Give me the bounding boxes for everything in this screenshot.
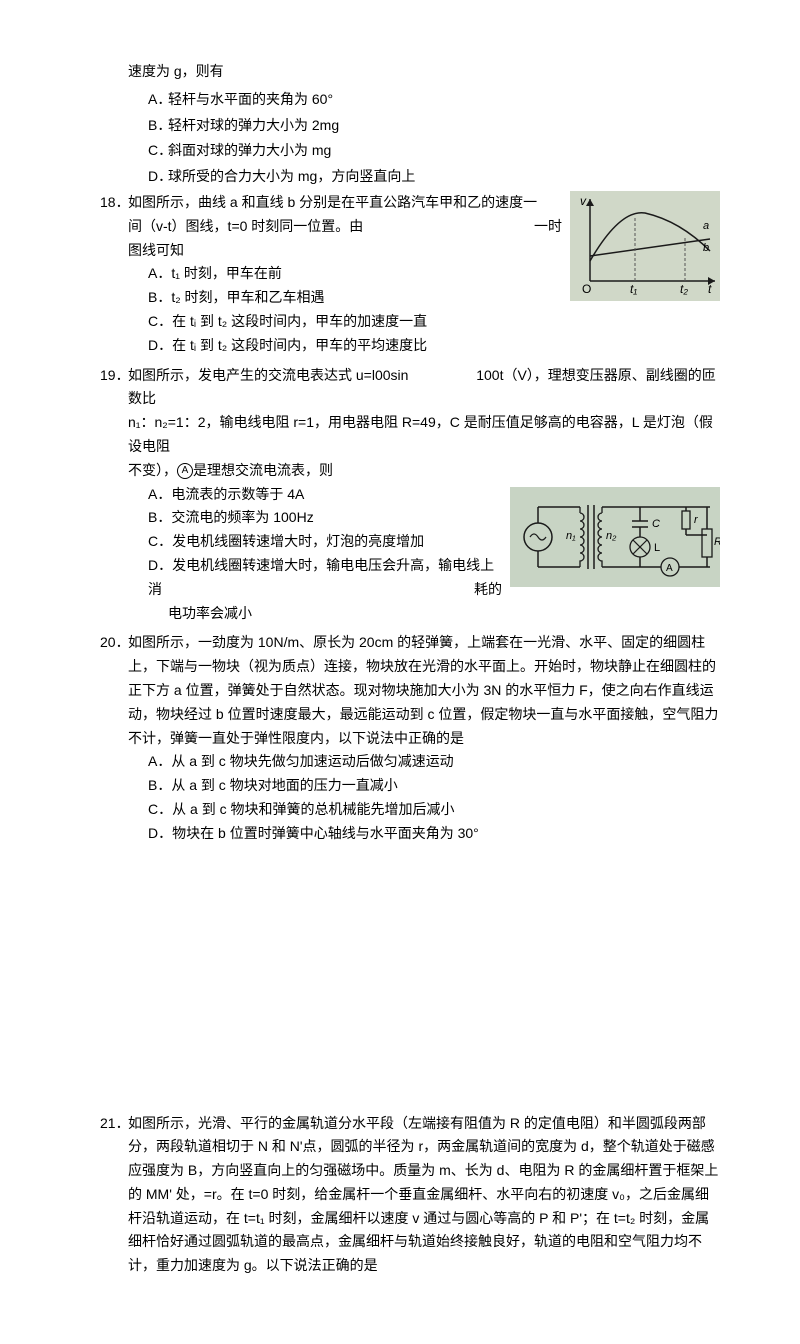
option-label: C．	[148, 801, 172, 817]
vt-graph: v t O t₁ t₂ a b	[570, 191, 720, 301]
option-text: 在 tᵢ 到 t₂ 这段时间内，甲车的平均速度比	[172, 337, 427, 353]
option-label: A．	[148, 486, 171, 502]
q19-stem1: 如图所示，发电产生的交流电表达式 u=l00sin	[128, 367, 408, 383]
option-text: 在 tᵢ 到 t₂ 这段时间内，甲车的加速度一直	[172, 313, 427, 329]
q19-stem2: n₁：n₂=1：2，输电线电阻 r=1，用电器电阻 R=49，C 是耐压值足够高…	[128, 411, 720, 459]
option-text: 发电机线圈转速增大时，输电电压会升高，输电线上消	[148, 557, 494, 597]
label-t1: t₁	[630, 282, 637, 296]
option-label: D．	[148, 337, 172, 353]
option-text: t₂ 时刻，甲车和乙车相遇	[171, 289, 324, 305]
option-label: C．	[148, 139, 168, 163]
preamble-option-b: B．轻杆对球的弹力大小为 2mg	[148, 114, 720, 138]
label-ammeter: A	[666, 563, 673, 574]
option-text: 发电机线圈转速增大时，灯泡的亮度增加	[172, 533, 424, 549]
question-21: 21． 如图所示，光滑、平行的金属轨道分水平段（左端接有阻值为 R 的定值电阻）…	[100, 1112, 720, 1279]
option-label: C．	[148, 313, 172, 329]
label-o: O	[582, 282, 591, 296]
option-label: C．	[148, 533, 172, 549]
label-c: C	[652, 518, 660, 530]
option-label: B．	[148, 509, 171, 525]
option-text: 从 a 到 c 物块和弹簧的总机械能先增加后减小	[172, 801, 454, 817]
option-text: 从 a 到 c 物块先做匀加速运动后做匀减速运动	[171, 753, 453, 769]
question-20: 20． 如图所示，一劲度为 10N/m、原长为 20cm 的轻弹簧，上端套在一光…	[100, 631, 720, 845]
circled-a-icon: A	[177, 463, 193, 479]
option-label: B．	[148, 114, 168, 138]
option-text: 斜面对球的弹力大小为 mg	[168, 142, 331, 158]
preamble-option-a: A．轻杆与水平面的夹角为 60°	[148, 88, 720, 112]
q19-option-d2: 电功率会减小	[168, 602, 720, 626]
question-number: 18．	[100, 191, 128, 215]
option-label: D．	[148, 165, 168, 189]
label-big-r: R	[714, 536, 720, 548]
q19-d-tail: 耗的	[474, 578, 502, 602]
graph-bg	[570, 191, 720, 301]
blank-space	[100, 852, 720, 1112]
q21-stem: 如图所示，光滑、平行的金属轨道分水平段（左端接有阻值为 R 的定值电阻）和半圆弧…	[128, 1112, 720, 1279]
q20-stem: 如图所示，一劲度为 10N/m、原长为 20cm 的轻弹簧，上端套在一光滑、水平…	[128, 631, 720, 750]
q20-option-d: D．物块在 b 位置时弹簧中心轴线与水平面夹角为 30°	[148, 822, 720, 846]
preamble-option-c: C．斜面对球的弹力大小为 mg	[148, 139, 720, 163]
option-text: t₁ 时刻，甲车在前	[171, 265, 282, 281]
preamble-line: 速度为 g，则有	[128, 60, 720, 84]
q19-stem3b: 是理想交流电流表，则	[193, 462, 333, 478]
q18-option-c: C．在 tᵢ 到 t₂ 这段时间内，甲车的加速度一直	[148, 310, 720, 334]
q18-option-d: D．在 tᵢ 到 t₂ 这段时间内，甲车的平均速度比	[148, 334, 720, 358]
q20-option-a: A．从 a 到 c 物块先做匀加速运动后做匀减速运动	[148, 750, 720, 774]
q20-option-b: B．从 a 到 c 物块对地面的压力一直减小	[148, 774, 720, 798]
q18-stem1-tail: 一时	[534, 215, 562, 239]
option-label: B．	[148, 777, 171, 793]
label-v: v	[580, 194, 587, 208]
option-label: D．	[148, 825, 172, 841]
option-label: A．	[148, 265, 171, 281]
label-n2: n₂	[606, 530, 617, 542]
option-label: A．	[148, 753, 171, 769]
label-a: a	[703, 220, 709, 232]
option-label: A．	[148, 88, 168, 112]
option-text: 从 a 到 c 物块对地面的压力一直减小	[171, 777, 397, 793]
question-number: 19．	[100, 364, 128, 388]
option-label: B．	[148, 289, 171, 305]
option-text: 轻杆与水平面的夹角为 60°	[168, 91, 333, 107]
q20-option-c: C．从 a 到 c 物块和弹簧的总机械能先增加后减小	[148, 798, 720, 822]
label-n1: n₁	[566, 530, 576, 542]
option-text: 交流电的频率为 100Hz	[171, 509, 313, 525]
question-18: 18． v t O t₁ t₂ a b 如图所示，曲线 a 和直	[100, 191, 720, 358]
option-label: D．	[148, 557, 172, 573]
circuit-diagram: n₁ n₂ r C L	[510, 487, 720, 587]
q19-stem3a: 不变），	[128, 462, 177, 478]
q18-stem1: 如图所示，曲线 a 和直线 b 分别是在平直公路汽车甲和乙的速度一	[128, 194, 537, 210]
label-t2: t₂	[680, 282, 688, 296]
option-text: 电流表的示数等于 4A	[171, 486, 304, 502]
label-b: b	[703, 242, 709, 254]
preamble-option-d: D．球所受的合力大小为 mg，方向竖直向上	[148, 165, 720, 189]
option-text: 轻杆对球的弹力大小为 2mg	[168, 117, 339, 133]
label-l: L	[654, 542, 660, 554]
option-text: 物块在 b 位置时弹簧中心轴线与水平面夹角为 30°	[172, 825, 479, 841]
question-number: 20．	[100, 631, 128, 655]
question-19: 19． 如图所示，发电产生的交流电表达式 u=l00sin 100t（V），理想…	[100, 364, 720, 626]
option-text: 球所受的合力大小为 mg，方向竖直向上	[168, 168, 415, 184]
